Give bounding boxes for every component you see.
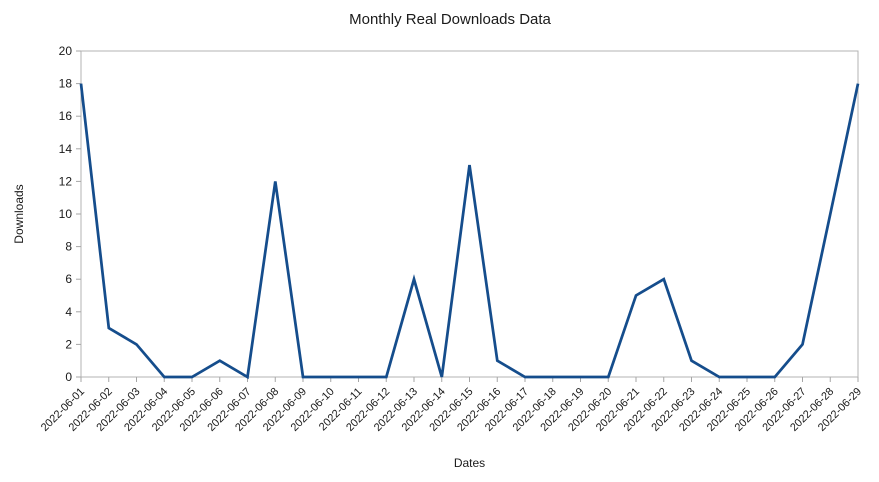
y-axis-title: Downloads: [12, 184, 26, 244]
y-tick-label: 16: [59, 109, 73, 123]
x-axis-title: Dates: [453, 456, 486, 470]
y-tick-label: 8: [65, 240, 72, 254]
downloads-series-line: [79, 83, 860, 380]
plot-frame: [80, 50, 859, 378]
y-tick-label: 4: [65, 305, 72, 319]
y-tick-label: 18: [59, 77, 73, 91]
y-tick-label: 20: [59, 44, 73, 58]
y-tick-label: 14: [59, 142, 73, 156]
chart-title: Monthly Real Downloads Data: [349, 11, 551, 28]
y-tick-label: 2: [65, 337, 72, 351]
y-tick-label: 0: [65, 370, 72, 384]
y-tick-label: 12: [59, 174, 73, 188]
y-tick-label: 6: [65, 272, 72, 286]
y-tick-label: 10: [59, 207, 73, 221]
